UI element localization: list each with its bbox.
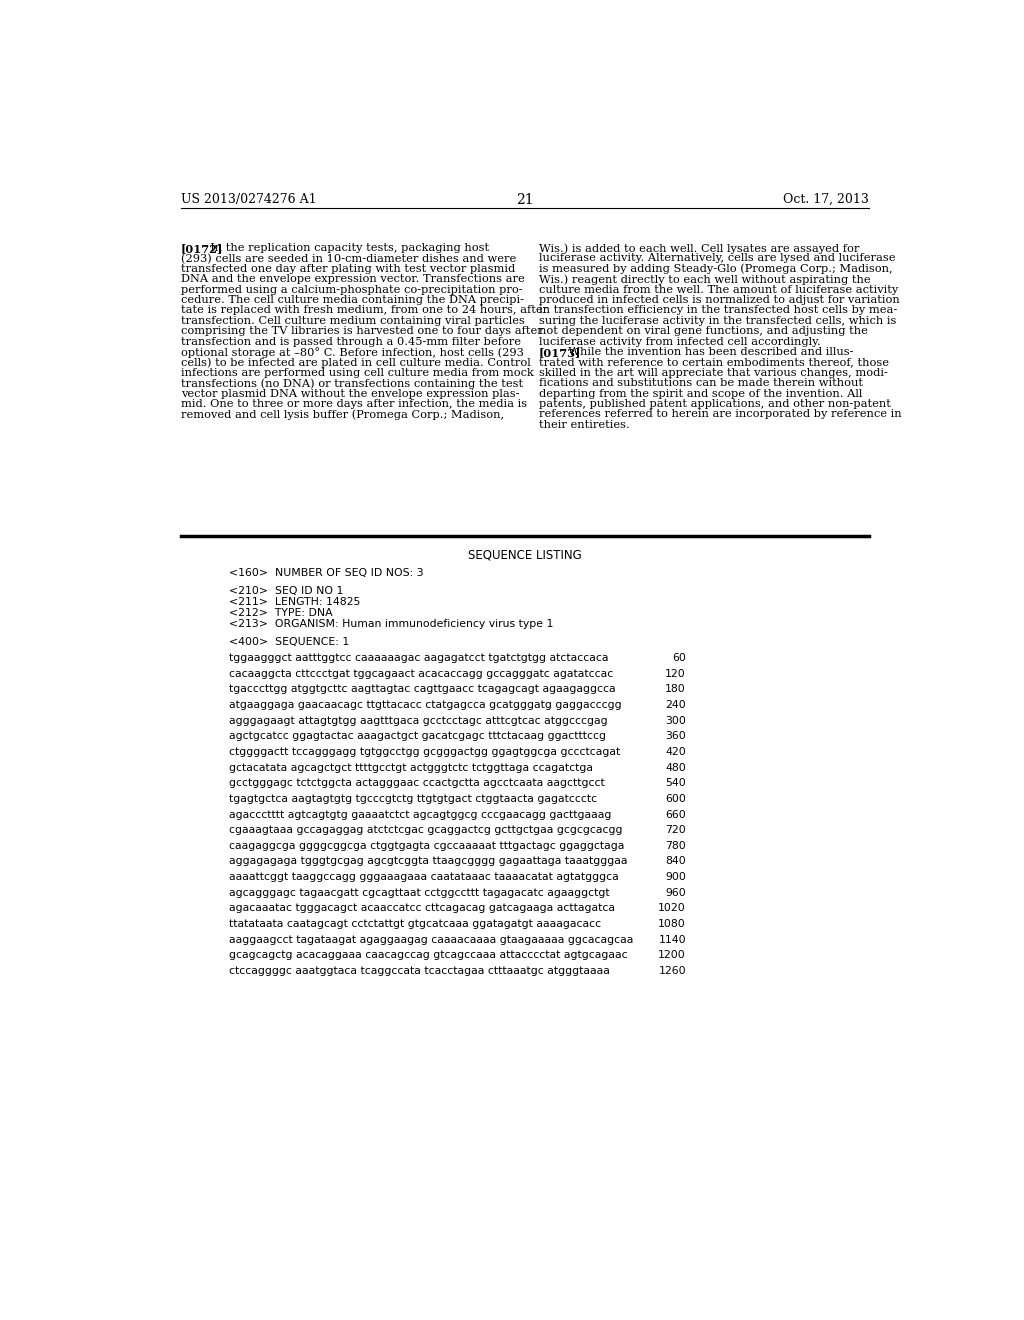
Text: 660: 660 [666, 809, 686, 820]
Text: cgaaagtaaa gccagaggag atctctcgac gcaggactcg gcttgctgaa gcgcgcacgg: cgaaagtaaa gccagaggag atctctcgac gcaggac… [228, 825, 623, 836]
Text: tate is replaced with fresh medium, from one to 24 hours, after: tate is replaced with fresh medium, from… [180, 305, 548, 315]
Text: 540: 540 [666, 779, 686, 788]
Text: aggagagaga tgggtgcgag agcgtcggta ttaagcgggg gagaattaga taaatgggaa: aggagagaga tgggtgcgag agcgtcggta ttaagcg… [228, 857, 628, 866]
Text: culture media from the well. The amount of luciferase activity: culture media from the well. The amount … [539, 285, 898, 294]
Text: <212>  TYPE: DNA: <212> TYPE: DNA [228, 609, 333, 618]
Text: ctggggactt tccagggagg tgtggcctgg gcgggactgg ggagtggcga gccctcagat: ctggggactt tccagggagg tgtggcctgg gcgggac… [228, 747, 620, 756]
Text: agcagggagc tagaacgatt cgcagttaat cctggccttt tagagacatc agaaggctgt: agcagggagc tagaacgatt cgcagttaat cctggcc… [228, 887, 609, 898]
Text: (293) cells are seeded in 10-cm-diameter dishes and were: (293) cells are seeded in 10-cm-diameter… [180, 253, 516, 264]
Text: cells) to be infected are plated in cell culture media. Control: cells) to be infected are plated in cell… [180, 358, 530, 368]
Text: 900: 900 [666, 873, 686, 882]
Text: 240: 240 [666, 700, 686, 710]
Text: [0172]: [0172] [180, 243, 223, 255]
Text: patents, published patent applications, and other non-patent: patents, published patent applications, … [539, 399, 891, 409]
Text: performed using a calcium-phosphate co-precipitation pro-: performed using a calcium-phosphate co-p… [180, 285, 522, 294]
Text: 180: 180 [666, 685, 686, 694]
Text: gcagcagctg acacaggaaa caacagccag gtcagccaaa attacccctat agtgcagaac: gcagcagctg acacaggaaa caacagccag gtcagcc… [228, 950, 628, 960]
Text: <400>  SEQUENCE: 1: <400> SEQUENCE: 1 [228, 638, 349, 647]
Text: tgacccttgg atggtgcttc aagttagtac cagttgaacc tcagagcagt agaagaggcca: tgacccttgg atggtgcttc aagttagtac cagttga… [228, 685, 615, 694]
Text: 480: 480 [666, 763, 686, 772]
Text: <210>  SEQ ID NO 1: <210> SEQ ID NO 1 [228, 586, 343, 597]
Text: suring the luciferase activity in the transfected cells, which is: suring the luciferase activity in the tr… [539, 315, 896, 326]
Text: While the invention has been described and illus-: While the invention has been described a… [561, 347, 853, 356]
Text: SEQUENCE LISTING: SEQUENCE LISTING [468, 549, 582, 562]
Text: optional storage at –80° C. Before infection, host cells (293: optional storage at –80° C. Before infec… [180, 347, 523, 358]
Text: gcctgggagc tctctggcta actagggaac ccactgctta agcctcaata aagcttgcct: gcctgggagc tctctggcta actagggaac ccactgc… [228, 779, 604, 788]
Text: US 2013/0274276 A1: US 2013/0274276 A1 [180, 193, 316, 206]
Text: caagaggcga ggggcggcga ctggtgagta cgccaaaaat tttgactagc ggaggctaga: caagaggcga ggggcggcga ctggtgagta cgccaaa… [228, 841, 624, 851]
Text: trated with reference to certain embodiments thereof, those: trated with reference to certain embodim… [539, 358, 889, 367]
Text: 780: 780 [666, 841, 686, 851]
Text: ttatataata caatagcagt cctctattgt gtgcatcaaa ggatagatgt aaaagacacc: ttatataata caatagcagt cctctattgt gtgcatc… [228, 919, 601, 929]
Text: In the replication capacity tests, packaging host: In the replication capacity tests, packa… [203, 243, 488, 253]
Text: gctacatata agcagctgct ttttgcctgt actgggtctc tctggttaga ccagatctga: gctacatata agcagctgct ttttgcctgt actgggt… [228, 763, 593, 772]
Text: 300: 300 [666, 715, 686, 726]
Text: is measured by adding Steady-Glo (Promega Corp.; Madison,: is measured by adding Steady-Glo (Promeg… [539, 264, 892, 275]
Text: transfected one day after plating with test vector plasmid: transfected one day after plating with t… [180, 264, 515, 273]
Text: [0173]: [0173] [539, 347, 582, 358]
Text: <160>  NUMBER OF SEQ ID NOS: 3: <160> NUMBER OF SEQ ID NOS: 3 [228, 568, 423, 578]
Text: departing from the spirit and scope of the invention. All: departing from the spirit and scope of t… [539, 388, 862, 399]
Text: skilled in the art will appreciate that various changes, modi-: skilled in the art will appreciate that … [539, 368, 888, 378]
Text: comprising the TV libraries is harvested one to four days after: comprising the TV libraries is harvested… [180, 326, 543, 337]
Text: 1140: 1140 [658, 935, 686, 945]
Text: tgagtgctca aagtagtgtg tgcccgtctg ttgtgtgact ctggtaacta gagatccctc: tgagtgctca aagtagtgtg tgcccgtctg ttgtgtg… [228, 793, 597, 804]
Text: transfection. Cell culture medium containing viral particles: transfection. Cell culture medium contai… [180, 315, 524, 326]
Text: 60: 60 [672, 653, 686, 663]
Text: Wis.) reagent directly to each well without aspirating the: Wis.) reagent directly to each well with… [539, 275, 870, 285]
Text: 21: 21 [516, 193, 534, 207]
Text: removed and cell lysis buffer (Promega Corp.; Madison,: removed and cell lysis buffer (Promega C… [180, 409, 504, 420]
Text: DNA and the envelope expression vector. Transfections are: DNA and the envelope expression vector. … [180, 275, 524, 284]
Text: 1080: 1080 [658, 919, 686, 929]
Text: 1200: 1200 [658, 950, 686, 960]
Text: vector plasmid DNA without the envelope expression plas-: vector plasmid DNA without the envelope … [180, 388, 519, 399]
Text: 420: 420 [666, 747, 686, 756]
Text: 1260: 1260 [658, 966, 686, 975]
Text: references referred to herein are incorporated by reference in: references referred to herein are incorp… [539, 409, 901, 420]
Text: their entireties.: their entireties. [539, 420, 630, 430]
Text: atgaaggaga gaacaacagc ttgttacacc ctatgagcca gcatgggatg gaggacccgg: atgaaggaga gaacaacagc ttgttacacc ctatgag… [228, 700, 622, 710]
Text: aaaattcggt taaggccagg gggaaagaaa caatataaac taaaacatat agtatgggca: aaaattcggt taaggccagg gggaaagaaa caatata… [228, 873, 618, 882]
Text: 360: 360 [666, 731, 686, 742]
Text: transfections (no DNA) or transfections containing the test: transfections (no DNA) or transfections … [180, 379, 523, 389]
Text: cedure. The cell culture media containing the DNA precipi-: cedure. The cell culture media containin… [180, 296, 523, 305]
Text: not dependent on viral gene functions, and adjusting the: not dependent on viral gene functions, a… [539, 326, 867, 337]
Text: Oct. 17, 2013: Oct. 17, 2013 [783, 193, 869, 206]
Text: transfection and is passed through a 0.45-mm filter before: transfection and is passed through a 0.4… [180, 337, 520, 347]
Text: luciferase activity. Alternatively, cells are lysed and luciferase: luciferase activity. Alternatively, cell… [539, 253, 895, 264]
Text: in transfection efficiency in the transfected host cells by mea-: in transfection efficiency in the transf… [539, 305, 897, 315]
Text: 720: 720 [666, 825, 686, 836]
Text: produced in infected cells is normalized to adjust for variation: produced in infected cells is normalized… [539, 296, 899, 305]
Text: <211>  LENGTH: 14825: <211> LENGTH: 14825 [228, 597, 360, 607]
Text: mid. One to three or more days after infection, the media is: mid. One to three or more days after inf… [180, 399, 526, 409]
Text: cacaaggcta cttccctgat tggcagaact acacaccagg gccagggatc agatatccac: cacaaggcta cttccctgat tggcagaact acacacc… [228, 669, 613, 678]
Text: Wis.) is added to each well. Cell lysates are assayed for: Wis.) is added to each well. Cell lysate… [539, 243, 859, 253]
Text: agctgcatcc ggagtactac aaagactgct gacatcgagc tttctacaag ggactttccg: agctgcatcc ggagtactac aaagactgct gacatcg… [228, 731, 606, 742]
Text: tggaagggct aatttggtcc caaaaaagac aagagatcct tgatctgtgg atctaccaca: tggaagggct aatttggtcc caaaaaagac aagagat… [228, 653, 608, 663]
Text: 1020: 1020 [658, 903, 686, 913]
Text: 960: 960 [666, 887, 686, 898]
Text: agaccctttt agtcagtgtg gaaaatctct agcagtggcg cccgaacagg gacttgaaag: agaccctttt agtcagtgtg gaaaatctct agcagtg… [228, 809, 611, 820]
Text: ctccaggggc aaatggtaca tcaggccata tcacctagaa ctttaaatgc atgggtaaaa: ctccaggggc aaatggtaca tcaggccata tcaccta… [228, 966, 609, 975]
Text: <213>  ORGANISM: Human immunodeficiency virus type 1: <213> ORGANISM: Human immunodeficiency v… [228, 619, 553, 628]
Text: infections are performed using cell culture media from mock: infections are performed using cell cult… [180, 368, 534, 378]
Text: 120: 120 [666, 669, 686, 678]
Text: 600: 600 [666, 793, 686, 804]
Text: fications and substitutions can be made therein without: fications and substitutions can be made … [539, 379, 863, 388]
Text: agacaaatac tgggacagct acaaccatcc cttcagacag gatcagaaga acttagatca: agacaaatac tgggacagct acaaccatcc cttcaga… [228, 903, 614, 913]
Text: aaggaagcct tagataagat agaggaagag caaaacaaaa gtaagaaaaa ggcacagcaa: aaggaagcct tagataagat agaggaagag caaaaca… [228, 935, 633, 945]
Text: 840: 840 [666, 857, 686, 866]
Text: luciferase activity from infected cell accordingly.: luciferase activity from infected cell a… [539, 337, 820, 347]
Text: agggagaagt attagtgtgg aagtttgaca gcctcctagc atttcgtcac atggcccgag: agggagaagt attagtgtgg aagtttgaca gcctcct… [228, 715, 607, 726]
